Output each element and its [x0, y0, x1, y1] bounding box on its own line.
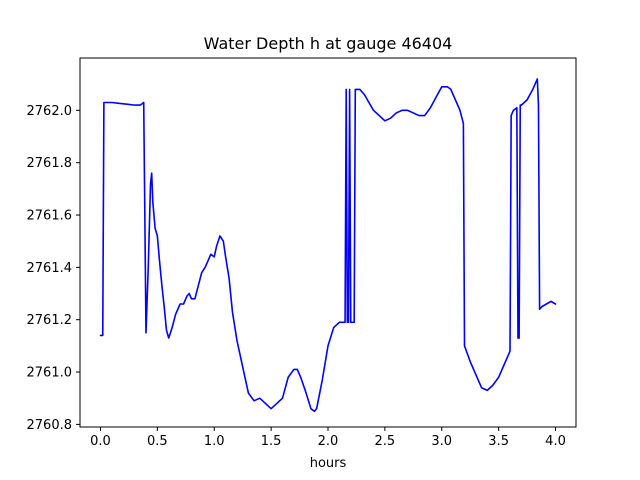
x-tick-label: 0.5: [147, 434, 168, 449]
y-tick-label: 2760.8: [27, 418, 73, 433]
y-tick-label: 2761.8: [27, 156, 73, 171]
y-tick-label: 2762.0: [27, 104, 73, 119]
axes: 0.0 0.5 1.0 1.5 2.0 2.5 3.0 3.5 4.0 2760.8 2761.0 2…: [27, 57, 577, 449]
x-axis-label: hours: [310, 456, 347, 471]
plot-area: [99, 78, 557, 413]
x-tick-label: 1.0: [204, 434, 225, 449]
chart-title: Water Depth h at gauge 46404: [204, 34, 453, 53]
x-tick-label: 2.5: [375, 434, 396, 449]
y-tick-label: 2761.6: [27, 209, 73, 224]
x-tick-label: 3.5: [488, 434, 509, 449]
y-tick-label: 2761.2: [27, 313, 73, 328]
x-tick-label: 1.5: [261, 434, 282, 449]
x-tick-label: 3.0: [431, 434, 452, 449]
y-tick-label: 2761.4: [27, 261, 73, 276]
series-line-0: [99, 78, 557, 413]
x-tick-label: 4.0: [545, 434, 566, 449]
x-tick-label: 0.0: [90, 434, 111, 449]
x-tick-label: 2.0: [318, 434, 339, 449]
y-tick-label: 2761.0: [27, 366, 73, 381]
